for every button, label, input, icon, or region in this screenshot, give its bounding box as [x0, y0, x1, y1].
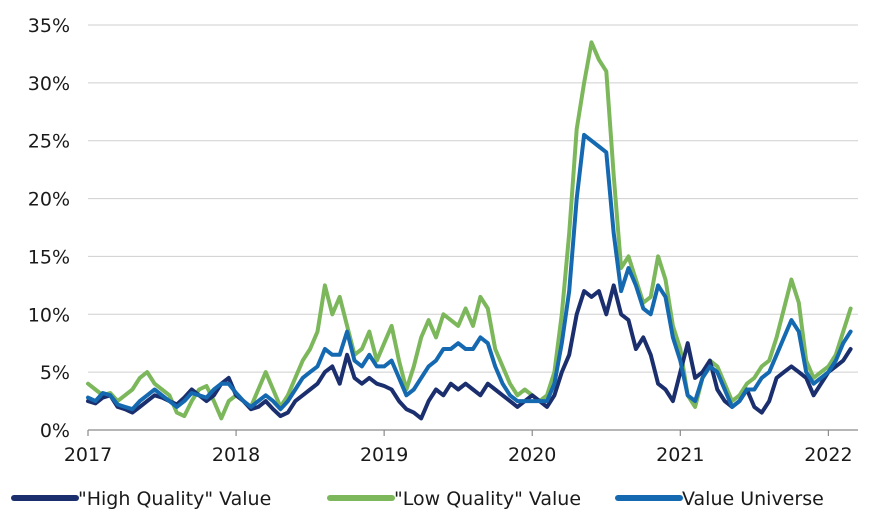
y-tick-label: 30%	[28, 73, 70, 95]
legend-label-value-universe: Value Universe	[682, 488, 824, 510]
y-tick-label: 25%	[28, 131, 70, 153]
y-tick-label: 35%	[28, 15, 70, 37]
y-tick-label: 20%	[28, 189, 70, 211]
y-tick-label: 15%	[28, 246, 70, 268]
legend-label-high-quality-value: "High Quality" Value	[78, 488, 271, 510]
series-line-high-quality-value	[86, 283, 853, 421]
x-tick-label: 2020	[508, 444, 556, 466]
series-lines	[86, 40, 853, 421]
legend: "High Quality" Value "Low Quality" Value V…	[11, 488, 824, 510]
y-tick-label: 10%	[28, 304, 70, 326]
x-tick-label: 2018	[212, 444, 260, 466]
x-tick-label: 2017	[64, 444, 112, 466]
x-tick-label: 2021	[656, 444, 704, 466]
gridlines	[88, 24, 858, 373]
y-tick-label: 0%	[40, 420, 70, 442]
x-tick-label: 2019	[360, 444, 408, 466]
x-axis: 2017 2018 2019 2020 2021 2022	[64, 429, 858, 466]
y-tick-label: 5%	[40, 362, 70, 384]
series-line-value-universe	[86, 132, 853, 412]
y-axis-tick-labels: 0% 5% 10% 15% 20% 25% 30% 35%	[28, 15, 70, 442]
legend-label-low-quality-value: "Low Quality" Value	[394, 488, 581, 510]
series-line-low-quality-value	[86, 40, 853, 421]
x-tick-label: 2022	[804, 444, 852, 466]
